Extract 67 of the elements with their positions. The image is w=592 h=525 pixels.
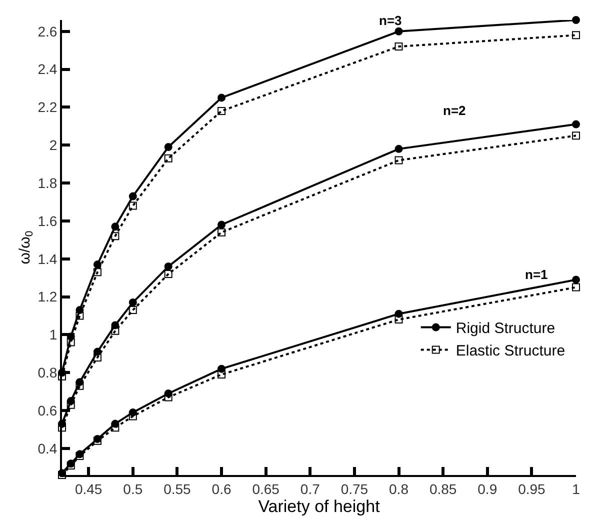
point: [111, 326, 120, 335]
point: [111, 232, 120, 240]
point: [128, 306, 137, 314]
point: [111, 424, 120, 432]
point: [394, 42, 403, 51]
point: [394, 27, 403, 36]
x-tick-label: 0.55: [164, 480, 192, 497]
point: [164, 143, 172, 152]
point: [164, 393, 172, 402]
point: [218, 107, 226, 115]
x-tick-label: 0.9: [478, 480, 498, 497]
point: [66, 400, 75, 409]
point: [66, 338, 75, 346]
x-tick-label: 0.65: [252, 480, 280, 497]
y-tick-label: 1.8: [38, 174, 58, 191]
point: [128, 202, 137, 210]
legend-label: Elastic Structure: [456, 342, 566, 360]
y-tick-label: 1.4: [38, 250, 58, 267]
legend-label: Rigid Structure: [456, 320, 556, 338]
point: [128, 192, 137, 200]
point: [93, 353, 102, 362]
y-tick-label: 1.2: [38, 288, 58, 305]
x-tick-label: 0.85: [429, 480, 457, 497]
point: [76, 382, 84, 390]
y-tick-label: 1.6: [38, 212, 58, 229]
point: [164, 270, 172, 278]
y-tick-label: 0.8: [38, 364, 58, 381]
y-tick-label: 0.4: [38, 440, 58, 456]
x-tick-label: 0.7: [300, 480, 320, 497]
point: [218, 228, 226, 236]
x-tick-label: 0.45: [74, 480, 102, 497]
point: [572, 16, 580, 24]
point: [572, 120, 580, 128]
point: [164, 154, 172, 162]
point: [128, 298, 137, 306]
point: [218, 220, 226, 229]
point: [572, 283, 580, 292]
x-tick-label: 1: [572, 480, 580, 497]
point: [394, 316, 403, 324]
point: [111, 222, 120, 231]
point: [572, 276, 580, 284]
y-tick-label: 2.2: [38, 99, 58, 116]
x-tick-label: 0.8: [389, 480, 409, 497]
point: [394, 156, 403, 164]
point: [394, 144, 403, 153]
annotation: n=3: [379, 13, 402, 28]
point: [76, 312, 84, 320]
point: [93, 260, 102, 269]
x-axis-title: Variety of height: [258, 496, 380, 516]
x-tick-label: 0.95: [518, 480, 546, 497]
point: [572, 31, 580, 40]
x-tick-label: 0.75: [340, 480, 368, 497]
x-tick-label: 0.6: [212, 480, 232, 497]
y-tick-label: 2.4: [38, 61, 58, 78]
point: [572, 132, 580, 140]
y-tick-label: 2.6: [38, 23, 58, 40]
annotation: n=1: [525, 267, 548, 282]
point: [218, 94, 226, 102]
x-tick-label: 0.5: [123, 480, 143, 497]
point: [164, 262, 172, 270]
point: [93, 268, 102, 276]
y-tick-label: 1: [49, 326, 58, 343]
y-tick-label: 0.6: [38, 402, 58, 418]
point: [218, 370, 226, 379]
point: [128, 412, 137, 420]
annotation: n=2: [443, 103, 466, 118]
y-tick-label: 2: [49, 137, 58, 154]
